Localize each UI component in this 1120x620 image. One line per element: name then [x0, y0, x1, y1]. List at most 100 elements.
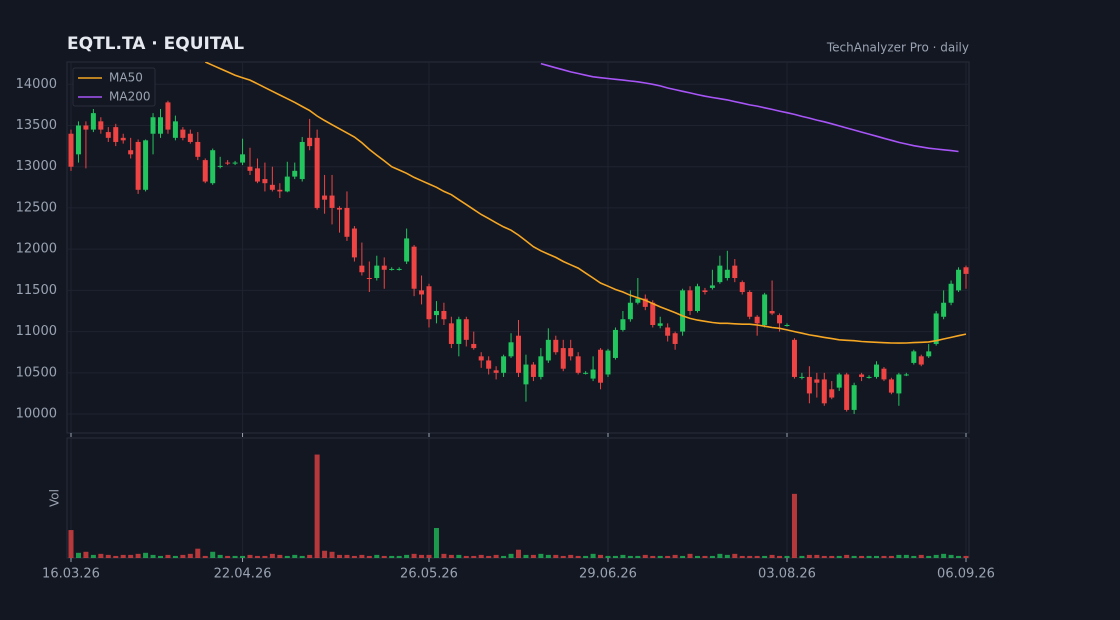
volume-bar — [806, 554, 812, 558]
x-tick-label: 22.04.26 — [214, 567, 272, 582]
candle-body — [836, 374, 842, 388]
candle-body — [724, 269, 730, 279]
candle-body — [217, 165, 223, 167]
x-tick-label: 16.03.26 — [42, 567, 100, 582]
candle-body — [299, 141, 305, 180]
candle-body — [135, 141, 141, 190]
candle-body — [456, 319, 462, 344]
candle-body — [754, 316, 760, 324]
volume-bar — [508, 553, 514, 558]
candle-body — [903, 374, 909, 376]
candle-body — [292, 170, 298, 177]
candle-body — [374, 265, 380, 279]
volume-bar — [344, 554, 350, 558]
volume-bar — [314, 454, 320, 558]
volume-bar — [456, 554, 462, 558]
volume-bar — [247, 554, 253, 558]
candle-body — [859, 374, 865, 377]
volume-bar — [583, 555, 589, 558]
candle-body — [620, 319, 626, 330]
volume-bar — [851, 555, 857, 558]
volume-panel — [66, 437, 970, 559]
candle-body — [545, 339, 551, 361]
volume-bar — [635, 555, 641, 558]
volume-bar — [918, 554, 924, 558]
volume-bar — [486, 555, 492, 558]
candle-body — [471, 343, 477, 349]
candle-body — [187, 133, 193, 142]
candle-body — [493, 370, 499, 373]
candle-body — [657, 323, 663, 326]
candle-body — [478, 356, 484, 361]
candle-body — [150, 117, 156, 134]
volume-bar — [374, 554, 380, 558]
volume-bar — [158, 555, 163, 558]
volume-bar — [941, 553, 947, 558]
volume-bar — [105, 554, 111, 558]
volume-bar — [545, 554, 551, 558]
candle-body — [650, 302, 656, 325]
candle-body — [411, 246, 417, 289]
volume-bar — [143, 552, 149, 558]
volume-bar — [844, 554, 850, 558]
volume-bar — [404, 554, 410, 558]
candle-body — [225, 162, 231, 164]
candle-body — [612, 329, 618, 358]
candle-body — [530, 364, 536, 377]
candles — [68, 100, 969, 415]
volume-bar — [612, 555, 618, 558]
candle-body — [396, 268, 402, 270]
volume-bar — [896, 554, 902, 558]
candle-body — [83, 125, 89, 130]
volume-bar — [501, 555, 507, 558]
candle-body — [687, 290, 693, 311]
legend-label: MA50 — [109, 71, 143, 85]
candle-body — [709, 285, 715, 288]
candle-body — [575, 356, 581, 373]
candle-body — [254, 168, 260, 182]
volume-bar — [769, 554, 775, 558]
volume-bar — [359, 554, 365, 558]
moving-averages — [204, 62, 967, 344]
volume-bar — [687, 553, 693, 558]
candle-body — [635, 298, 641, 303]
candle-body — [158, 117, 163, 134]
volume-bar — [351, 555, 357, 558]
y-tick-label: 10500 — [16, 365, 57, 380]
volume-bar — [187, 553, 193, 558]
volume-bar — [381, 555, 387, 558]
volume-bar — [926, 555, 932, 558]
candle-body — [277, 189, 283, 192]
candle-body — [128, 150, 134, 155]
legend: MA50 MA200 — [72, 67, 156, 107]
candle-body — [98, 121, 104, 130]
candle-body — [448, 323, 454, 344]
candle-body — [463, 319, 469, 340]
volume-bar — [747, 555, 753, 558]
candle-body — [262, 179, 268, 184]
volume-bar — [560, 555, 566, 558]
candle-body — [762, 294, 768, 325]
candle-body — [284, 176, 290, 192]
candle-body — [627, 302, 633, 320]
candle-body — [404, 238, 410, 262]
candle-body — [351, 228, 357, 258]
volume-bar — [210, 551, 216, 558]
x-tick-label: 29.06.26 — [579, 567, 637, 582]
volume-bar — [777, 555, 783, 558]
volume-bar — [799, 555, 805, 558]
volume-bar — [128, 554, 134, 558]
volume-label: Vol — [48, 489, 62, 507]
volume-bar — [195, 548, 201, 558]
candle-body — [829, 389, 835, 398]
candle-body — [337, 207, 342, 210]
volume-bar — [217, 554, 223, 558]
candle-body — [516, 335, 521, 373]
volume-bar — [165, 554, 171, 558]
candle-body — [665, 327, 671, 336]
volume-bar — [150, 554, 156, 558]
volume-bar — [441, 553, 447, 558]
volume-bar — [888, 555, 894, 558]
